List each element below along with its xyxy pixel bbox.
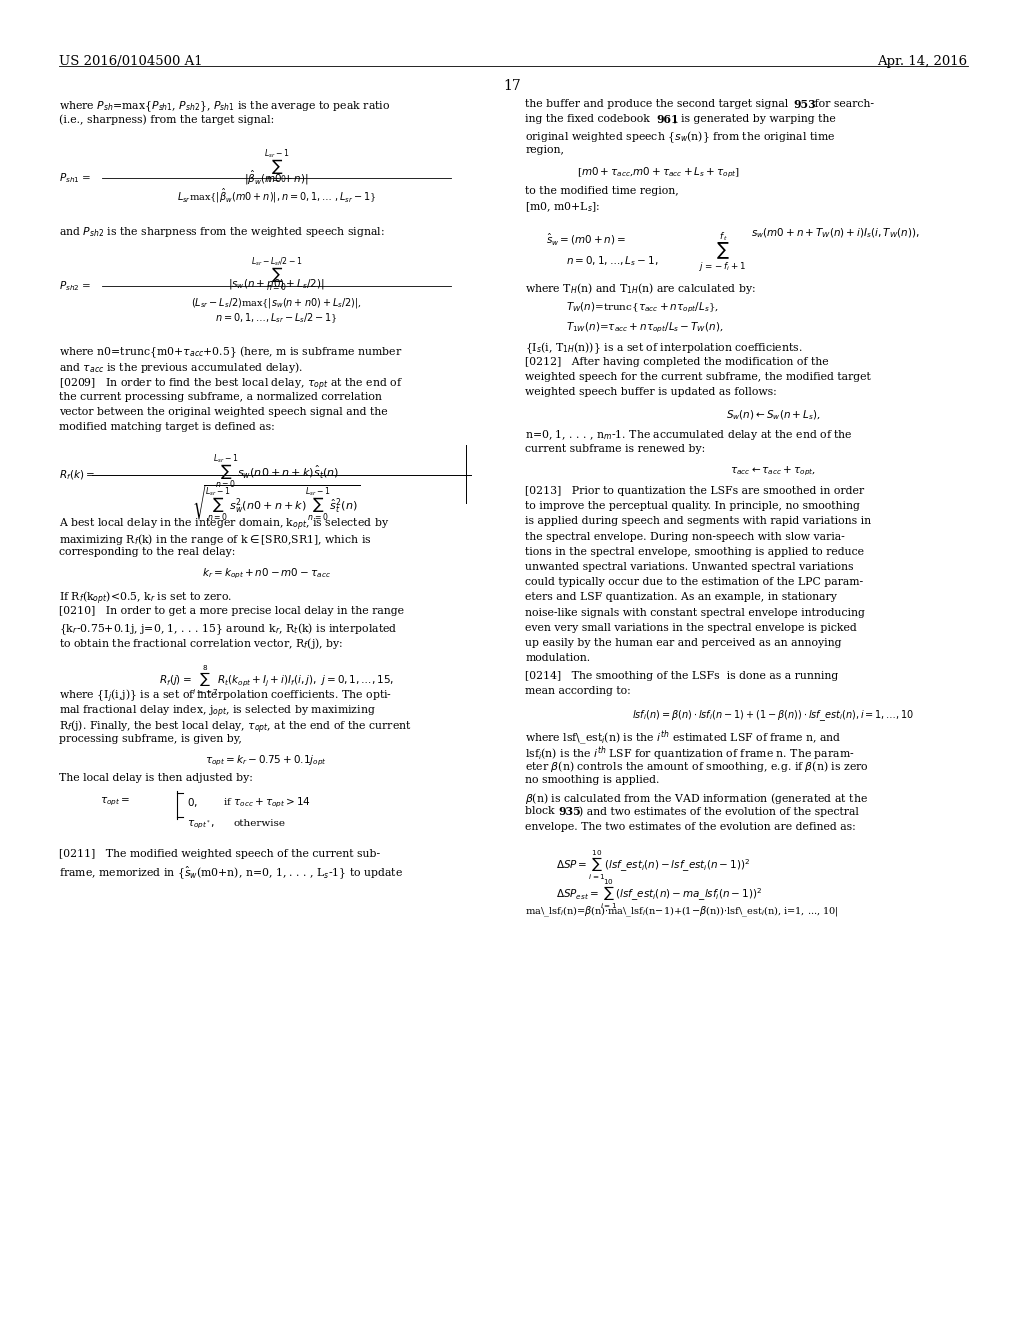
Text: corresponding to the real delay:: corresponding to the real delay:: [59, 546, 236, 557]
Text: [$m0+\tau_{acc}$,$m0+\tau_{acc}+L_s+\tau_{opt}$]: [$m0+\tau_{acc}$,$m0+\tau_{acc}+L_s+\tau…: [577, 166, 739, 181]
Text: original weighted speech {$s_w$(n)} from the original time: original weighted speech {$s_w$(n)} from…: [525, 129, 836, 145]
Text: 961: 961: [656, 114, 679, 125]
Text: where {I$_j$(i,j)} is a set of interpolation coefficients. The opti-: where {I$_j$(i,j)} is a set of interpola…: [59, 688, 392, 705]
Text: $k_r=k_{opt}+n0-m0-\tau_{acc}$: $k_r=k_{opt}+n0-m0-\tau_{acc}$: [202, 566, 331, 581]
Text: for search-: for search-: [811, 99, 874, 110]
Text: $L_{sr}$max{$|\hat{\beta}_w(m0+n)|, n = 0, 1, \ldots \ , L_{sr}-1$}: $L_{sr}$max{$|\hat{\beta}_w(m0+n)|, n = …: [176, 187, 377, 205]
Text: the spectral envelope. During non-speech with slow varia-: the spectral envelope. During non-speech…: [525, 532, 845, 541]
Text: up easily by the human ear and perceived as an annoying: up easily by the human ear and perceived…: [525, 638, 842, 648]
Text: $\tau_{opt}=k_r-0.75+0.1j_{opt}$: $\tau_{opt}=k_r-0.75+0.1j_{opt}$: [206, 754, 327, 768]
Text: $T_W(n)$=trunc{$\tau_{acc}+n\tau_{opt}/L_s$},: $T_W(n)$=trunc{$\tau_{acc}+n\tau_{opt}/L…: [566, 301, 719, 315]
Text: to obtain the fractional correlation vector, R$_f$(j), by:: to obtain the fractional correlation vec…: [59, 636, 344, 651]
Text: [m0, m0+L$_s$]:: [m0, m0+L$_s$]:: [525, 201, 600, 214]
Text: $T_{1W}(n)$=$\tau_{acc}+n\tau_{opt}/L_s-T_W(n)$,: $T_{1W}(n)$=$\tau_{acc}+n\tau_{opt}/L_s-…: [566, 321, 724, 335]
Text: [0209]   In order to find the best local delay, $\tau_{opt}$ at the end of: [0209] In order to find the best local d…: [59, 376, 403, 393]
Text: $S_w(n)\leftarrow S_w(n+L_s)$,: $S_w(n)\leftarrow S_w(n+L_s)$,: [726, 409, 820, 422]
Text: the buffer and produce the second target signal: the buffer and produce the second target…: [525, 99, 792, 110]
Text: $\beta$(n) is calculated from the VAD information (generated at the: $\beta$(n) is calculated from the VAD in…: [525, 791, 868, 807]
Text: where lsf\_est$_i$(n) is the $i^{th}$ estimated LSF of frame n, and: where lsf\_est$_i$(n) is the $i^{th}$ es…: [525, 729, 842, 748]
Text: where T$_{H}$(n) and T$_{1H}$(n) are calculated by:: where T$_{H}$(n) and T$_{1H}$(n) are cal…: [525, 281, 756, 296]
Text: weighted speech buffer is updated as follows:: weighted speech buffer is updated as fol…: [525, 387, 777, 397]
Text: The local delay is then adjusted by:: The local delay is then adjusted by:: [59, 774, 253, 783]
Text: tions in the spectral envelope, smoothing is applied to reduce: tions in the spectral envelope, smoothin…: [525, 546, 864, 557]
Text: [0210]   In order to get a more precise local delay in the range: [0210] In order to get a more precise lo…: [59, 606, 404, 616]
Text: vector between the original weighted speech signal and the: vector between the original weighted spe…: [59, 407, 388, 417]
Text: to improve the perceptual quality. In principle, no smoothing: to improve the perceptual quality. In pr…: [525, 502, 860, 511]
Text: $\sum_{n=0}^{L_{sr}-1}$: $\sum_{n=0}^{L_{sr}-1}$: [264, 148, 289, 186]
Text: US 2016/0104500 A1: US 2016/0104500 A1: [59, 55, 203, 69]
Text: $\Delta SP=\sum_{i=1}^{10}(lsf\_est_i(n)-lsf\_est_i(n-1))^2$: $\Delta SP=\sum_{i=1}^{10}(lsf\_est_i(n)…: [556, 849, 751, 882]
Text: $\hat{s}_w=(m0+n)=$: $\hat{s}_w=(m0+n)=$: [546, 231, 626, 247]
Text: [0212]   After having completed the modification of the: [0212] After having completed the modifi…: [525, 356, 829, 367]
Text: where $P_{sh}$=max{$P_{sh1}$, $P_{sh2}$}, $P_{sh1}$ is the average to peak ratio: where $P_{sh}$=max{$P_{sh1}$, $P_{sh2}$}…: [59, 99, 391, 114]
Text: R$_f$(j). Finally, the best local delay, $\tau_{opt}$, at the end of the current: R$_f$(j). Finally, the best local delay,…: [59, 718, 412, 735]
Text: $n=0, 1, \ldots, L_s-1,$: $n=0, 1, \ldots, L_s-1,$: [566, 253, 658, 268]
Text: noise-like signals with constant spectral envelope introducing: noise-like signals with constant spectra…: [525, 607, 865, 618]
Text: $R_f(k)=$: $R_f(k)=$: [59, 469, 95, 482]
Text: Apr. 14, 2016: Apr. 14, 2016: [878, 55, 968, 69]
Text: $|\hat{\beta}_w(m0+n)|$: $|\hat{\beta}_w(m0+n)|$: [244, 169, 309, 187]
Text: $P_{sh2}$ =: $P_{sh2}$ =: [59, 279, 92, 293]
Text: $|s_w(n+n0)+L_s/2)|$: $|s_w(n+n0)+L_s/2)|$: [228, 277, 325, 290]
Text: ) and two estimates of the evolution of the spectral: ) and two estimates of the evolution of …: [579, 807, 858, 817]
Text: , is generated by warping the: , is generated by warping the: [674, 114, 836, 124]
Text: mal fractional delay index, j$_{opt}$, is selected by maximizing: mal fractional delay index, j$_{opt}$, i…: [59, 704, 376, 719]
Text: could typically occur due to the estimation of the LPC param-: could typically occur due to the estimat…: [525, 577, 863, 587]
Text: current subframe is renewed by:: current subframe is renewed by:: [525, 444, 706, 454]
Text: $\Delta SP_{est}=\sum_{i=1}^{10}(lsf\_est_i(n)-ma\_lsf_i(n-1))^2$: $\Delta SP_{est}=\sum_{i=1}^{10}(lsf\_es…: [556, 878, 762, 911]
Text: 953: 953: [794, 99, 816, 110]
Text: maximizing R$_f$(k) in the range of k$\in$[SR0,SR1], which is: maximizing R$_f$(k) in the range of k$\i…: [59, 532, 372, 546]
Text: {I$_s$(i, T$_{1H}$(n))} is a set of interpolation coefficients.: {I$_s$(i, T$_{1H}$(n))} is a set of inte…: [525, 341, 803, 356]
Text: 17: 17: [503, 79, 521, 94]
Text: ma\_lsf$_i$(n)=$\beta$(n)$\cdot$ma\_lsf$_i$(n$-$1)+(1$-\beta$(n))$\cdot$lsf\_est: ma\_lsf$_i$(n)=$\beta$(n)$\cdot$ma\_lsf$…: [525, 906, 840, 920]
Text: and $P_{sh2}$ is the sharpness from the weighted speech signal:: and $P_{sh2}$ is the sharpness from the …: [59, 224, 385, 239]
Text: eter $\beta$(n) controls the amount of smoothing, e.g. if $\beta$(n) is zero: eter $\beta$(n) controls the amount of s…: [525, 759, 869, 775]
Text: where n0=trunc{m0+$\tau_{acc}$+0.5} (here, m is subframe number: where n0=trunc{m0+$\tau_{acc}$+0.5} (her…: [59, 345, 402, 360]
Text: n=0, 1, . . . , n$_m$-1. The accumulated delay at the end of the: n=0, 1, . . . , n$_m$-1. The accumulated…: [525, 429, 853, 442]
Text: and $\tau_{acc}$ is the previous accumulated delay).: and $\tau_{acc}$ is the previous accumul…: [59, 360, 303, 375]
Text: $R_f(j) = \sum_{i=-7}^{8} R_t(k_{opt}+I_j+i)I_f(i,j), \ j=0, 1, \ldots, 15,$: $R_f(j) = \sum_{i=-7}^{8} R_t(k_{opt}+I_…: [159, 664, 394, 697]
Text: ing the fixed codebook: ing the fixed codebook: [525, 114, 653, 124]
Text: lsf$_i$(n) is the $i^{th}$ LSF for quantization of frame n. The param-: lsf$_i$(n) is the $i^{th}$ LSF for quant…: [525, 744, 855, 763]
Text: 935: 935: [558, 807, 581, 817]
Text: if $\tau_{occ}+\tau_{opt}>14$: if $\tau_{occ}+\tau_{opt}>14$: [223, 796, 311, 810]
Text: weighted speech for the current subframe, the modified target: weighted speech for the current subframe…: [525, 372, 871, 383]
Text: even very small variations in the spectral envelope is picked: even very small variations in the spectr…: [525, 623, 857, 632]
Text: $s_w(m0+n+T_W(n)+i)I_s(i, T_W(n)),$: $s_w(m0+n+T_W(n)+i)I_s(i, T_W(n)),$: [751, 227, 920, 240]
Text: to the modified time region,: to the modified time region,: [525, 186, 679, 195]
Text: processing subframe, is given by,: processing subframe, is given by,: [59, 734, 243, 743]
Text: $\tau_{acc}\leftarrow\tau_{acc}+\tau_{opt}$,: $\tau_{acc}\leftarrow\tau_{acc}+\tau_{op…: [730, 465, 816, 478]
Text: envelope. The two estimates of the evolution are defined as:: envelope. The two estimates of the evolu…: [525, 821, 856, 832]
Text: eters and LSF quantization. As an example, in stationary: eters and LSF quantization. As an exampl…: [525, 593, 838, 602]
Text: $0,$: $0,$: [187, 796, 199, 809]
Text: $lsf_i(n)=\beta(n)\cdot lsf_i(n-1)+(1-\beta(n))\cdot lsf\_est_i(n),i=1, \ldots ,: $lsf_i(n)=\beta(n)\cdot lsf_i(n-1)+(1-\b…: [632, 708, 914, 722]
Text: mean according to:: mean according to:: [525, 686, 631, 697]
Text: $P_{sh1}$ =: $P_{sh1}$ =: [59, 172, 92, 185]
Text: is applied during speech and segments with rapid variations in: is applied during speech and segments wi…: [525, 516, 871, 527]
Text: (i.e., sharpness) from the target signal:: (i.e., sharpness) from the target signal…: [59, 114, 274, 125]
Text: $\sum_{n=0}^{L_{sr}-L_{sf}/2-1}$: $\sum_{n=0}^{L_{sr}-L_{sf}/2-1}$: [251, 255, 302, 294]
Text: the current processing subframe, a normalized correlation: the current processing subframe, a norma…: [59, 392, 382, 403]
Text: {k$_r$-0.75+0.1j, j=0, 1, . . . 15} around k$_r$, R$_t$(k) is interpolated: {k$_r$-0.75+0.1j, j=0, 1, . . . 15} arou…: [59, 622, 397, 636]
Text: otherwise: otherwise: [233, 818, 286, 828]
Text: [0213]   Prior to quantization the LSFs are smoothed in order: [0213] Prior to quantization the LSFs ar…: [525, 486, 864, 496]
Text: $\tau_{opt}=$: $\tau_{opt}=$: [100, 796, 130, 808]
Text: $\tau_{opt^*},$: $\tau_{opt^*},$: [187, 818, 215, 830]
Text: modulation.: modulation.: [525, 653, 591, 663]
Text: $\sum_{n=0}^{L_{sr}-1}s_w(n0+n+k)\hat{s}_t(n)$: $\sum_{n=0}^{L_{sr}-1}s_w(n0+n+k)\hat{s}…: [213, 453, 340, 491]
Text: A best local delay in the integer domain, k$_{opt}$, is selected by: A best local delay in the integer domain…: [59, 516, 389, 533]
Text: $\sqrt{\sum_{n=0}^{L_{sr}-1}s_w^2(n0+n+k)\sum_{n=0}^{L_{sr}-1}\hat{s}_t^2(n)}$: $\sqrt{\sum_{n=0}^{L_{sr}-1}s_w^2(n0+n+k…: [193, 483, 360, 521]
Text: If R$_f$(k$_{opt}$)<0.5, k$_r$ is set to zero.: If R$_f$(k$_{opt}$)<0.5, k$_r$ is set to…: [59, 589, 232, 607]
Text: modified matching target is defined as:: modified matching target is defined as:: [59, 422, 275, 433]
Text: [0214]   The smoothing of the LSFs  is done as a running: [0214] The smoothing of the LSFs is done…: [525, 672, 839, 681]
Text: $\sum_{j=-f_i+1}^{f_t}$: $\sum_{j=-f_i+1}^{f_t}$: [699, 231, 746, 275]
Text: frame, memorized in {$\hat{s}_w$(m0+n), n=0, 1, . . . , L$_s$-1} to update: frame, memorized in {$\hat{s}_w$(m0+n), …: [59, 865, 403, 880]
Text: unwanted spectral variations. Unwanted spectral variations: unwanted spectral variations. Unwanted s…: [525, 562, 854, 572]
Text: [0211]   The modified weighted speech of the current sub-: [0211] The modified weighted speech of t…: [59, 849, 381, 859]
Text: $(L_{sr}-L_s/2)$max{$|s_w(n+n0)+L_s/2)|$,: $(L_{sr}-L_s/2)$max{$|s_w(n+n0)+L_s/2)|$…: [191, 297, 361, 310]
Text: region,: region,: [525, 144, 564, 154]
Text: $n=0, 1, \ldots, L_{sr}-L_s/2-1$}: $n=0, 1, \ldots, L_{sr}-L_s/2-1$}: [215, 312, 338, 325]
Text: no smoothing is applied.: no smoothing is applied.: [525, 775, 659, 784]
Text: block: block: [525, 807, 558, 816]
